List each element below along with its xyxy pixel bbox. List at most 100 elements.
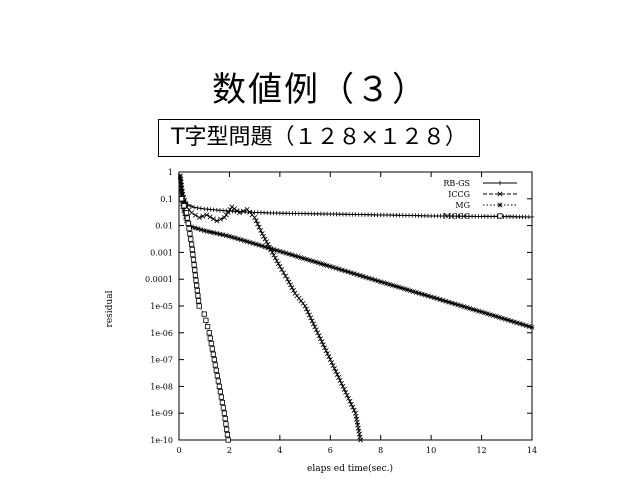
series-marker-mg bbox=[333, 265, 339, 271]
series-marker-iccg bbox=[237, 210, 242, 216]
y-tick-label: 0.001 bbox=[150, 248, 173, 257]
series-marker-mg bbox=[330, 264, 336, 270]
series-marker-iccg bbox=[346, 395, 351, 401]
series-marker-mg bbox=[307, 257, 312, 263]
series-marker-mg bbox=[499, 315, 505, 321]
series-marker-mgcg bbox=[210, 351, 216, 357]
series-marker-iccg bbox=[320, 342, 326, 348]
series-marker-mg bbox=[195, 226, 201, 232]
series-marker-mgcg bbox=[194, 282, 200, 289]
series-marker-mg bbox=[428, 294, 434, 300]
series-marker-mgcg bbox=[217, 389, 223, 395]
series-marker-mg bbox=[401, 286, 407, 292]
series-marker-mg bbox=[434, 296, 440, 302]
series-marker-mg bbox=[488, 312, 493, 318]
series-marker-mg bbox=[449, 300, 455, 306]
series-marker-mgcg bbox=[184, 215, 191, 221]
series-marker-mg bbox=[265, 245, 271, 251]
series-marker-iccg bbox=[337, 377, 343, 383]
series-marker-mgcg bbox=[189, 241, 195, 247]
series-marker-mg bbox=[178, 179, 184, 185]
series-markers bbox=[177, 173, 535, 443]
series-marker-iccg bbox=[192, 212, 198, 218]
series-marker-mgcg bbox=[181, 203, 187, 209]
series-marker-mg bbox=[482, 310, 487, 316]
series-marker-iccg bbox=[218, 216, 224, 222]
series-marker-mg bbox=[455, 302, 461, 308]
series-marker-mg bbox=[407, 288, 413, 294]
series-marker-mg bbox=[529, 324, 535, 330]
series-marker-mg bbox=[390, 282, 396, 288]
series-marker-mg bbox=[304, 256, 310, 262]
series-marker-mg bbox=[464, 305, 470, 310]
series-marker-iccg bbox=[283, 273, 289, 279]
x-tick-label: 12 bbox=[476, 446, 486, 455]
series-marker-mg bbox=[443, 298, 449, 304]
series-marker-iccg bbox=[277, 263, 283, 269]
y-tick-label: 0.01 bbox=[155, 222, 173, 231]
series-marker-mg bbox=[178, 185, 184, 191]
series-marker-iccg bbox=[310, 321, 316, 327]
series-marker-mgcg bbox=[187, 231, 193, 237]
series-marker-mgcg bbox=[215, 378, 221, 384]
series-marker-iccg bbox=[289, 285, 295, 291]
series-marker-mg bbox=[238, 237, 244, 243]
series-marker-iccg bbox=[279, 267, 285, 273]
series-marker-rb-gs bbox=[529, 214, 535, 220]
series-marker-mgcg bbox=[211, 356, 217, 363]
series-lines bbox=[179, 176, 533, 441]
series-marker-mg bbox=[268, 246, 274, 252]
series-marker-mg bbox=[235, 236, 241, 242]
series-marker-mg bbox=[214, 230, 220, 236]
series-marker-iccg bbox=[261, 233, 267, 239]
series-marker-mgcg bbox=[206, 330, 212, 336]
series-marker-iccg bbox=[330, 363, 336, 369]
series-marker-mg bbox=[473, 307, 479, 313]
series-marker-mg bbox=[313, 259, 318, 265]
y-axis-label: residual bbox=[105, 290, 115, 327]
series-marker-iccg bbox=[348, 401, 354, 407]
series-marker-mg bbox=[318, 261, 324, 267]
axis-labels: elaps ed time(sec.) residual bbox=[105, 290, 393, 474]
series-marker-iccg bbox=[315, 330, 321, 336]
plot-frame bbox=[178, 171, 533, 441]
series-marker-iccg bbox=[275, 261, 281, 267]
series-marker-mg bbox=[366, 275, 372, 281]
series-marker-mg bbox=[274, 247, 280, 253]
series-marker-mgcg bbox=[222, 415, 228, 422]
series-marker-iccg bbox=[336, 374, 342, 380]
axis-ticks: 1 0.1 0.01 0.001 0.0001 1e-05 1e-06 1e-07 1e-08 1… bbox=[145, 168, 537, 455]
series-marker-mg bbox=[351, 271, 357, 277]
series-marker-iccg bbox=[259, 231, 265, 237]
series-marker-iccg bbox=[271, 252, 277, 258]
y-tick-label: 1e-07 bbox=[150, 356, 173, 365]
series-marker-iccg bbox=[196, 215, 202, 221]
series-marker-mg bbox=[378, 279, 384, 285]
series-marker-mgcg bbox=[201, 311, 207, 317]
y-tick-label: 1 bbox=[168, 168, 173, 177]
series-marker-mg bbox=[211, 230, 217, 236]
series-marker-iccg bbox=[350, 404, 356, 410]
series-marker-mg bbox=[393, 283, 398, 289]
series-marker-mg bbox=[342, 268, 348, 274]
series-marker-mg bbox=[396, 284, 401, 290]
series-marker-mg bbox=[315, 260, 321, 266]
series-marker-mg bbox=[256, 242, 262, 248]
series-marker-mg bbox=[375, 278, 381, 284]
series-marker-mg bbox=[416, 290, 422, 296]
series-marker-iccg bbox=[316, 333, 322, 339]
series-marker-mg bbox=[247, 240, 253, 245]
series-marker-mg bbox=[177, 173, 183, 179]
series-marker-mg bbox=[241, 238, 247, 244]
series-marker-mgcg bbox=[223, 421, 229, 427]
series-marker-mg bbox=[298, 255, 304, 260]
x-axis-label: elaps ed time(sec.) bbox=[307, 463, 393, 474]
series-marker-mgcg bbox=[190, 252, 196, 258]
series-marker-mgcg bbox=[195, 293, 201, 299]
series-marker-iccg bbox=[343, 389, 349, 395]
series-marker-mgcg bbox=[192, 267, 198, 273]
series-marker-mg bbox=[301, 255, 307, 261]
series-marker-mgcg bbox=[209, 346, 215, 352]
series-marker-mgcg bbox=[216, 383, 222, 390]
